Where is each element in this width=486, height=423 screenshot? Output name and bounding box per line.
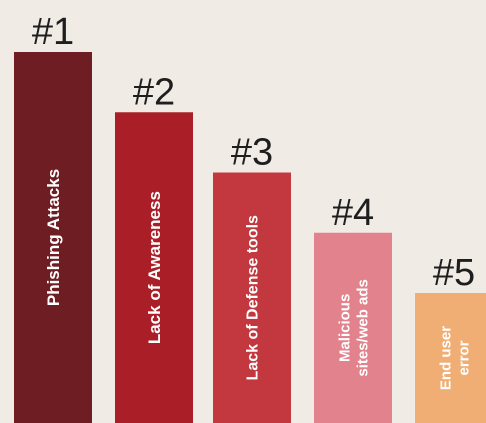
bar-label-end-user-error: End usererror bbox=[437, 326, 472, 390]
bar-end-user-error bbox=[415, 293, 486, 423]
bar-label-lack-of-awareness: Lack of Awareness bbox=[145, 191, 164, 344]
bar-label-line: Lack of Defense tools bbox=[245, 215, 262, 380]
rank-label-3: #3 bbox=[231, 132, 273, 174]
rank-label-2: #2 bbox=[133, 71, 175, 113]
bar-label-line: Phishing Attacks bbox=[44, 169, 63, 306]
bar-phishing-attacks bbox=[14, 52, 92, 423]
bar-label-line: End user bbox=[437, 326, 454, 390]
rank-label-1: #1 bbox=[32, 11, 74, 53]
rank-label-4: #4 bbox=[332, 192, 374, 234]
bar-lack-of-awareness bbox=[115, 112, 193, 423]
bar-label-line: sites/web ads bbox=[354, 279, 371, 377]
bar-label-malicious-sites-web-ads: Malicioussites/web ads bbox=[336, 279, 371, 377]
bar-label-line: Lack of Awareness bbox=[145, 191, 164, 344]
bar-label-phishing-attacks: Phishing Attacks bbox=[44, 169, 63, 306]
bar-label-line: Malicious bbox=[336, 294, 353, 362]
bars-group: #1 Phishing Attacks #2 Lack of Awareness #3 L… bbox=[14, 11, 486, 423]
bar-label-lack-of-defense-tools: Lack of Defense tools bbox=[245, 215, 262, 380]
bar-malicious-sites-web-ads bbox=[314, 232, 392, 423]
rank-label-5: #5 bbox=[433, 252, 475, 294]
bar-label-line: error bbox=[455, 340, 472, 375]
bar-lack-of-defense-tools bbox=[213, 172, 291, 423]
